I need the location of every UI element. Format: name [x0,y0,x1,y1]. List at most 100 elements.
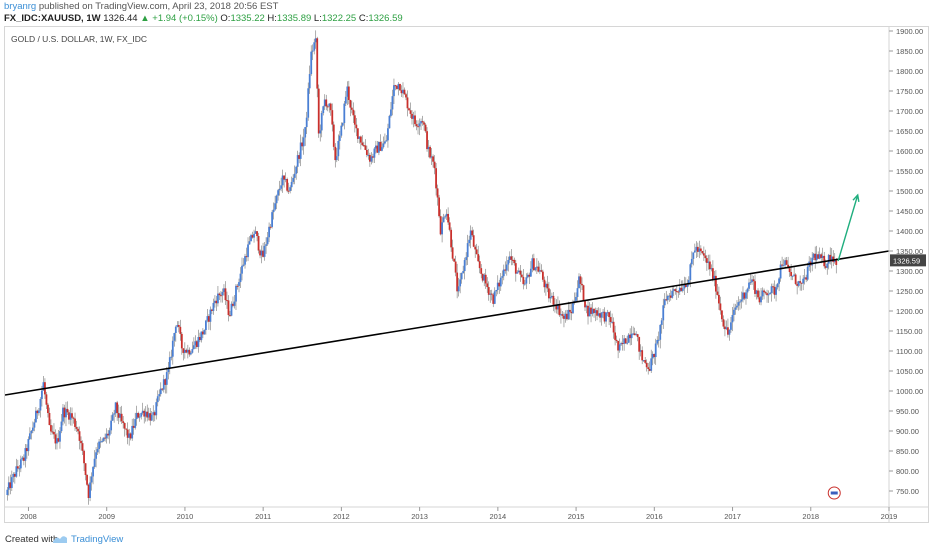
y-tick-label: 1350.00 [896,247,923,256]
candle-body [150,414,153,421]
candle-body [143,410,146,417]
candle-body [83,450,85,464]
footer: Created with TradingView [0,530,932,550]
candle-body [711,268,714,280]
candle-body [818,254,821,259]
author-link[interactable]: bryanrg [4,1,37,12]
candle-body [101,440,103,442]
candle-body [159,388,162,395]
price-chart[interactable]: 750.00 800.00 850.00 900.00 950.00 1000.00 105… [5,27,928,522]
candle-body [611,321,613,323]
candles [6,30,838,505]
y-tick-label: 950.00 [896,407,919,416]
candle-body [271,212,273,227]
candle-body [122,421,125,424]
close-value: 1326.59 [368,13,403,24]
candle-body [329,103,332,111]
candle-body [250,235,252,242]
candle-body [161,388,164,390]
candle-body [570,311,573,314]
trend-line[interactable] [5,250,890,396]
candle-body [131,425,134,439]
y-tick-label: 1250.00 [896,287,923,296]
candle-body [517,270,520,273]
candle-body [16,466,19,469]
candle-body [307,88,310,118]
candle-body [393,85,395,97]
candle-body [608,312,610,318]
candle-body [359,136,362,143]
candle-body [90,476,93,483]
candle-body [578,276,580,289]
y-tick-label: 1750.00 [896,87,923,96]
candle-body [388,115,391,129]
candle-body [113,413,116,415]
drawings[interactable] [5,193,890,396]
candle-body [355,124,358,129]
candle-body [239,273,242,283]
candle-body [147,413,150,418]
candle-body [292,177,295,182]
candle-body [718,294,720,304]
candle-body [534,267,537,271]
tradingview-brand[interactable]: TradingView [71,534,124,545]
candle-body [221,292,224,296]
candle-body [379,141,382,151]
candle-body [797,281,800,286]
candle-body [283,175,286,180]
candle-body [211,309,213,311]
candle-body [731,314,734,323]
y-tick-label: 1300.00 [896,267,923,276]
candle-body [698,248,701,252]
candle-body [474,246,477,250]
candle-body [111,414,114,421]
candle-body [370,156,373,162]
chart-frame[interactable]: 750.00 800.00 850.00 900.00 950.00 1000.00 105… [4,26,929,523]
candle-body [418,123,421,127]
candle-body [229,315,231,317]
candle-body [659,324,662,340]
candle-body [635,334,638,336]
candle-body [415,124,418,127]
candle-body [352,109,355,116]
candle-body [104,437,107,439]
candle-body [248,241,251,245]
candle-body [760,296,762,303]
candle-body [381,147,383,151]
candle-body [117,412,120,418]
candle-body [233,301,236,306]
candle-body [510,256,513,260]
tradingview-logo-icon [53,536,67,543]
candle-body [361,142,364,146]
candle-body [572,302,574,314]
candle-body [462,271,465,274]
y-tick-label: 900.00 [896,427,919,436]
candle-body [241,265,243,274]
candle-body [99,441,102,443]
publish-info: published on TradingView.com, April 23, … [38,1,279,12]
candle-body [53,431,55,435]
candle-body [441,222,443,235]
candle-body [114,402,117,414]
candle-body [615,339,618,342]
candle-body [218,293,221,296]
candle-body [603,311,606,322]
candle-body [310,51,313,75]
candle-body [251,235,254,238]
candle-body [737,302,740,306]
candle-body [514,263,517,274]
candle-body [208,316,210,322]
candle-body [162,379,165,390]
candle-body [687,280,690,285]
candle-body [25,448,28,452]
candle-body [715,275,717,292]
candle-body [436,188,439,198]
forecast-arrow[interactable] [837,194,859,262]
candle-body [584,301,586,308]
candle-body [820,254,823,258]
high-value: 1335.89 [276,13,312,24]
candle-body [793,274,796,276]
candle-body [520,274,523,277]
candle-body [719,303,722,311]
candle-body [284,179,287,181]
